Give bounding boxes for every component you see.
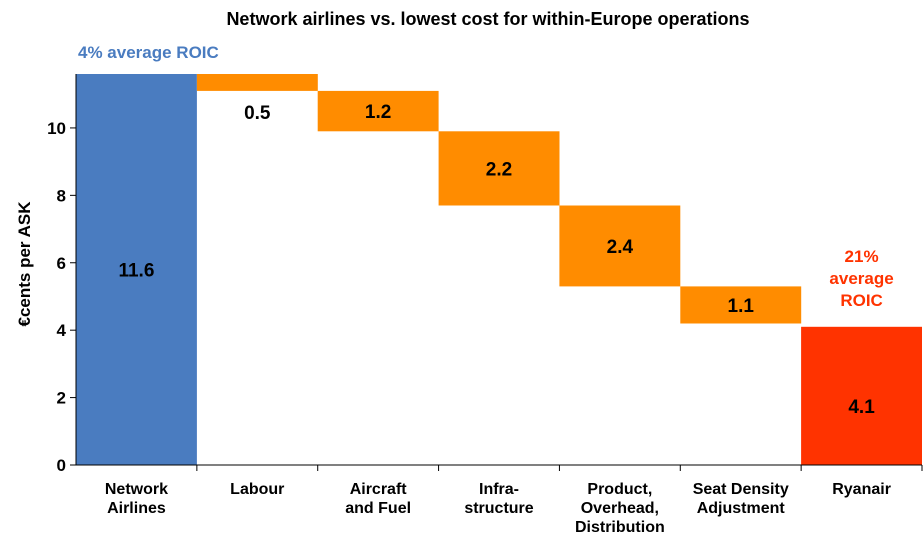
bar-2 — [317, 90, 439, 132]
annotation-ryanair-roic: 21% average ROIC — [829, 247, 893, 310]
y-tick-label: 2 — [57, 389, 66, 408]
data-label: 1.2 — [365, 102, 391, 123]
x-category-label: Network Airlines — [105, 481, 168, 517]
y-tick-label: 8 — [57, 186, 66, 205]
y-tick-label: 0 — [57, 456, 66, 475]
bar-3 — [438, 131, 560, 206]
bar-1 — [196, 74, 318, 91]
bar-4 — [559, 205, 681, 287]
chart-title: Network airlines vs. lowest cost for wit… — [226, 9, 749, 29]
x-category-label: Ryanair — [832, 481, 891, 498]
x-category-label: Aircraft and Fuel — [345, 481, 411, 517]
y-axis-label: €cents per ASK — [15, 201, 34, 327]
x-category-label: Seat Density Adjustment — [693, 481, 789, 517]
data-label: 4.1 — [848, 397, 875, 418]
x-category-label: Infra-structure — [464, 481, 533, 517]
bar-6 — [801, 326, 922, 465]
x-category-label: Product, Overhead, Distribution — [575, 481, 665, 536]
y-tick-label: 10 — [47, 119, 66, 138]
bar-5 — [680, 286, 802, 324]
annotation-network-roic: 4% average ROIC — [78, 43, 219, 62]
y-tick-label: 6 — [57, 254, 66, 273]
data-label: 2.4 — [607, 237, 634, 258]
y-tick-label: 4 — [57, 321, 67, 340]
data-label: 2.2 — [486, 159, 512, 180]
bar-0 — [76, 74, 197, 465]
data-label: 0.5 — [244, 103, 271, 124]
data-label: 11.6 — [118, 261, 154, 282]
x-category-label: Labour — [230, 481, 284, 498]
data-label: 1.1 — [728, 296, 755, 317]
